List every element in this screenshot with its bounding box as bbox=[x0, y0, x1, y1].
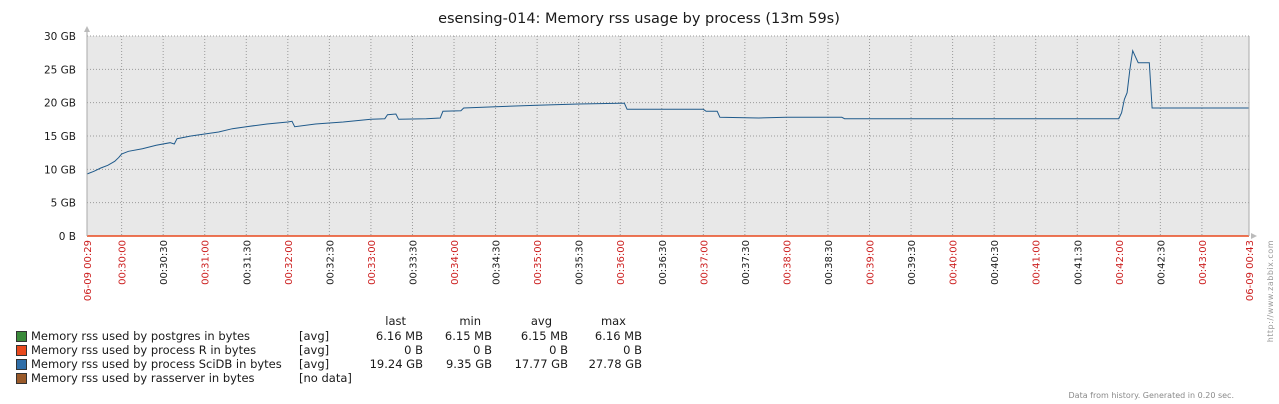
legend-item-name: Memory rss used by process SciDB in byte… bbox=[31, 357, 282, 371]
x-tick-label: 00:33:30 bbox=[408, 240, 419, 285]
x-tick-label: 00:32:00 bbox=[284, 240, 295, 285]
y-tick-label: 30 GB bbox=[44, 31, 76, 43]
x-tick-label: 00:36:00 bbox=[616, 240, 627, 285]
y-axis: 0 B 5 GB 10 GB 15 GB 20 GB 25 GB 30 GB bbox=[44, 31, 76, 243]
y-tick-label: 20 GB bbox=[44, 98, 76, 110]
y-tick-label: 5 GB bbox=[51, 198, 76, 210]
x-tick-label: 00:32:30 bbox=[325, 240, 336, 285]
chart-title: esensing-014: Memory rss usage by proces… bbox=[438, 11, 840, 27]
x-tick-label: 00:39:30 bbox=[907, 240, 918, 285]
x-tick-label: 00:35:00 bbox=[533, 240, 544, 285]
legend-item-max: 27.78 GB bbox=[588, 357, 642, 371]
legend-item-min: 0 B bbox=[473, 343, 492, 357]
y-axis-arrow bbox=[84, 26, 90, 32]
grid bbox=[87, 35, 1249, 236]
x-tick-label: 00:42:30 bbox=[1156, 240, 1167, 285]
x-tick-label: 00:43:00 bbox=[1198, 240, 1209, 285]
y-tick-label: 10 GB bbox=[44, 164, 76, 176]
x-tick-label: 00:31:30 bbox=[242, 240, 253, 285]
x-tick-label: 00:42:00 bbox=[1115, 240, 1126, 285]
legend-item-max: 6.16 MB bbox=[594, 329, 642, 343]
legend-swatch bbox=[16, 331, 27, 342]
x-tick-label: 00:34:30 bbox=[492, 240, 503, 285]
legend-item-func: [no data] bbox=[299, 371, 352, 385]
axes bbox=[84, 26, 1257, 239]
legend-item-func: [avg] bbox=[299, 329, 330, 343]
zabbix-link[interactable]: http://www.zabbix.com bbox=[1266, 240, 1275, 343]
legend-header-last: last bbox=[385, 314, 406, 328]
x-tick-label: 00:38:30 bbox=[824, 240, 835, 285]
legend-swatch bbox=[16, 359, 27, 370]
x-tick-label: 00:40:00 bbox=[949, 240, 960, 285]
x-tick-label: 00:35:30 bbox=[575, 240, 586, 285]
x-tick-label: 00:30:00 bbox=[118, 240, 129, 285]
x-tick-label: 00:38:00 bbox=[782, 240, 793, 285]
legend-item-avg: 6.15 MB bbox=[520, 329, 568, 343]
legend-header-min: min bbox=[459, 314, 481, 328]
series-line bbox=[86, 48, 1249, 175]
legend-item-last: 19.24 GB bbox=[369, 357, 423, 371]
legend-item-min: 9.35 GB bbox=[445, 357, 492, 371]
legend-item-name: Memory rss used by process R in bytes bbox=[31, 343, 257, 357]
x-tick-label: 00:34:00 bbox=[450, 240, 461, 285]
legend-swatch bbox=[16, 373, 27, 384]
x-tick-label: 00:31:00 bbox=[201, 240, 212, 285]
x-tick-label: 00:40:30 bbox=[990, 240, 1001, 285]
legend-swatch bbox=[16, 345, 27, 356]
x-tick-label: 00:41:30 bbox=[1073, 240, 1084, 285]
y-tick-label: 15 GB bbox=[44, 131, 76, 143]
x-tick-label: 00:33:00 bbox=[367, 240, 378, 285]
legend-item-last: 0 B bbox=[404, 343, 423, 357]
legend-item-name: Memory rss used by postgres in bytes bbox=[31, 329, 251, 343]
x-tick-label: 00:39:00 bbox=[866, 240, 877, 285]
x-tick-label: 00:30:30 bbox=[159, 240, 170, 285]
legend-item-func: [avg] bbox=[299, 343, 330, 357]
x-tick-label: 00:37:00 bbox=[699, 240, 710, 285]
generation-footer: Data from history. Generated in 0.20 sec… bbox=[1068, 391, 1234, 400]
x-tick-label: 00:41:00 bbox=[1032, 240, 1043, 285]
x-axis-arrow bbox=[1251, 233, 1257, 239]
legend-item-max: 0 B bbox=[623, 343, 642, 357]
x-tick-label: 06-09 00:43 bbox=[1245, 240, 1256, 301]
legend-item-name: Memory rss used by rasserver in bytes bbox=[31, 371, 255, 385]
series-lines bbox=[86, 48, 1249, 237]
memory-usage-chart: esensing-014: Memory rss usage by proces… bbox=[44, 11, 1257, 301]
legend-item-min: 6.15 MB bbox=[444, 329, 492, 343]
y-tick-label: 25 GB bbox=[44, 64, 76, 76]
legend-item-avg: 17.77 GB bbox=[514, 357, 568, 371]
x-tick-label: 00:37:30 bbox=[741, 240, 752, 285]
x-axis: 06-09 00:29 00:30:00 00:30:30 00:31:00 00:31… bbox=[83, 240, 1256, 301]
x-tick-label: 06-09 00:29 bbox=[83, 240, 94, 301]
legend-item-avg: 0 B bbox=[549, 343, 568, 357]
legend-item-last: 6.16 MB bbox=[375, 329, 423, 343]
plot-area bbox=[87, 36, 1249, 236]
x-tick-label: 00:36:30 bbox=[658, 240, 669, 285]
legend-header-avg: avg bbox=[530, 314, 552, 328]
y-tick-label: 0 B bbox=[59, 231, 76, 243]
legend-header-max: max bbox=[600, 314, 626, 328]
legend-item-func: [avg] bbox=[299, 357, 330, 371]
